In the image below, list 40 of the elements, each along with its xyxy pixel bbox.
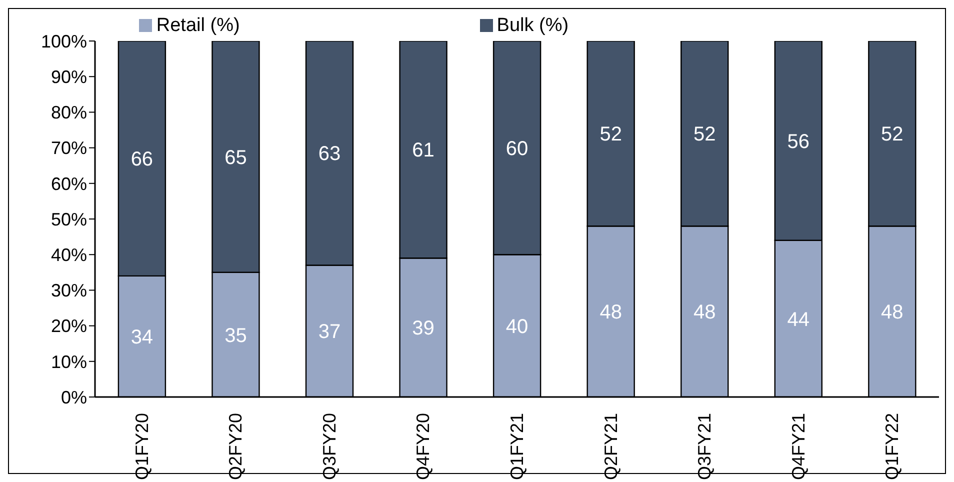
x-tick-label: Q3FY21	[694, 413, 715, 480]
x-tick-label: Q2FY20	[226, 413, 246, 480]
data-label: 35	[224, 324, 247, 347]
data-label: 48	[881, 302, 904, 324]
y-tick-label: 30%	[50, 280, 87, 301]
legend-label: Bulk (%)	[496, 15, 569, 36]
x-tick-label: Q4FY21	[788, 413, 808, 480]
data-label: 52	[881, 124, 904, 146]
y-tick-label: 20%	[50, 316, 87, 336]
data-label: 61	[412, 140, 434, 162]
x-tick-label: Q3FY20	[319, 413, 340, 480]
y-tick-label: 60%	[50, 174, 87, 194]
data-label: 65	[224, 146, 247, 169]
data-label: 60	[506, 138, 528, 160]
x-tick-label: Q1FY21	[507, 413, 527, 480]
y-tick-label: 0%	[60, 387, 87, 408]
x-tick-label: Q4FY20	[413, 413, 434, 480]
x-tick-label: Q1FY22	[882, 413, 902, 480]
data-label: 52	[693, 124, 716, 146]
data-label: 63	[318, 143, 341, 166]
data-label: 37	[318, 321, 341, 344]
data-label: 44	[787, 308, 810, 331]
data-label: 39	[412, 318, 434, 340]
data-label: 56	[787, 130, 810, 153]
y-tick-label: 100%	[40, 31, 87, 52]
data-label: 66	[130, 148, 154, 171]
y-tick-label: 40%	[50, 244, 87, 265]
x-tick-label: Q2FY21	[600, 413, 621, 480]
data-label: 52	[600, 124, 622, 146]
y-tick-label: 70%	[50, 138, 87, 158]
y-tick-label: 50%	[50, 209, 87, 230]
data-label: 48	[600, 302, 622, 324]
y-tick-label: 90%	[50, 66, 87, 87]
x-tick-label: Q1FY20	[132, 413, 152, 480]
data-label: 34	[130, 326, 154, 349]
y-tick-label: 80%	[50, 102, 87, 123]
data-label: 40	[506, 316, 528, 338]
y-tick-label: 10%	[50, 352, 87, 372]
legend-label: Retail (%)	[156, 15, 240, 36]
data-label: 48	[693, 302, 716, 324]
